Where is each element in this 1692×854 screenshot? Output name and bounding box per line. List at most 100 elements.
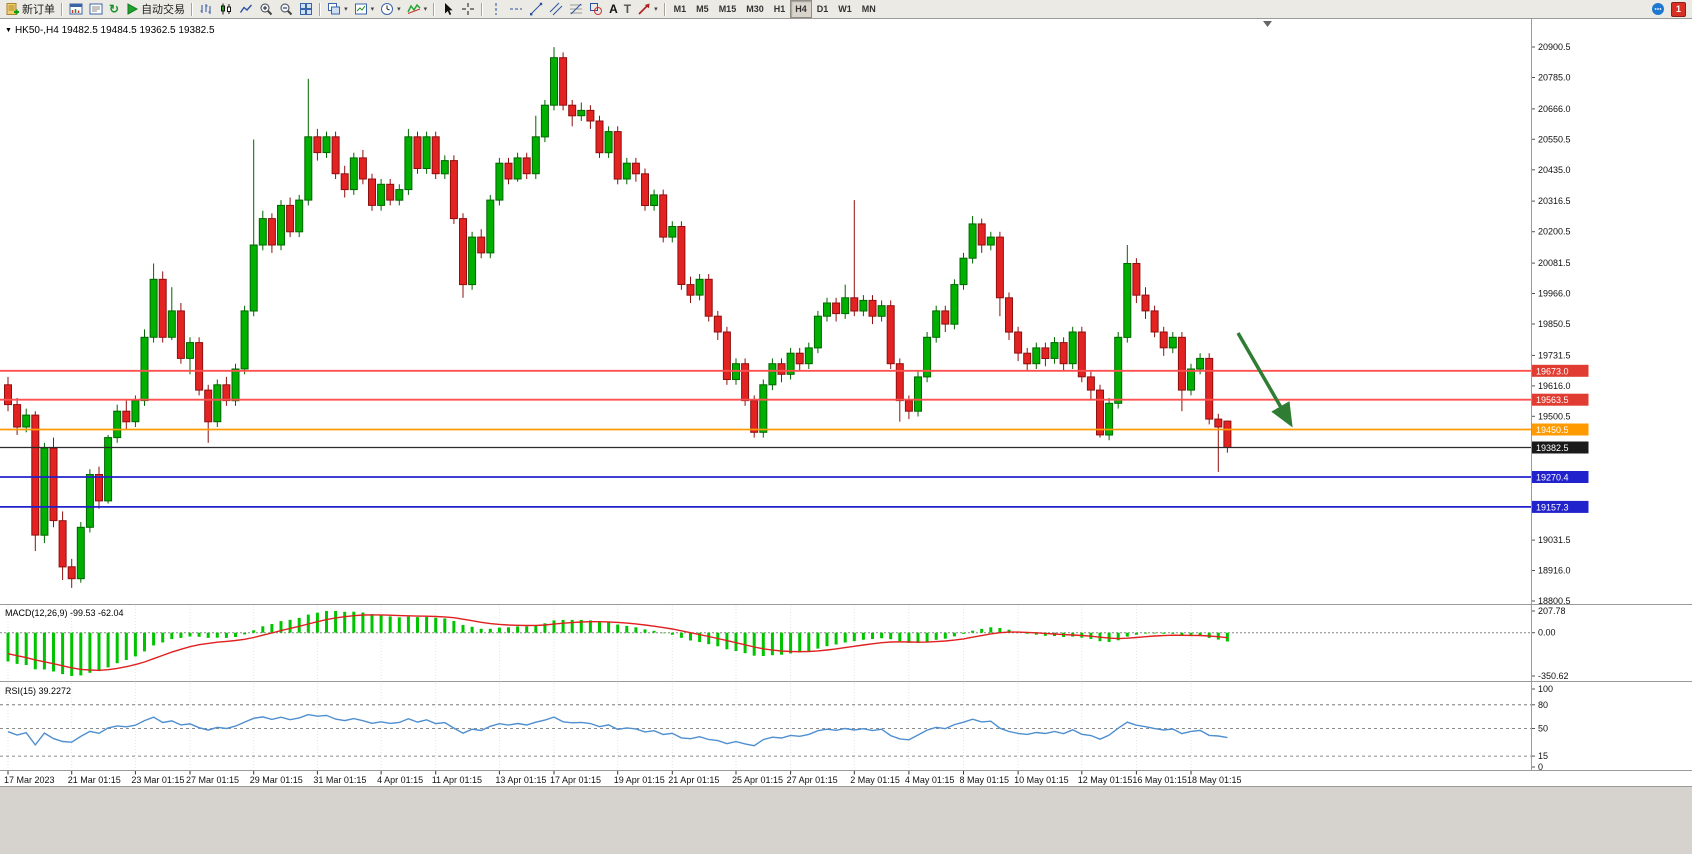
svg-text:21 Apr 01:15: 21 Apr 01:15: [668, 775, 719, 785]
candle: [604, 131, 613, 154]
candle: [986, 236, 995, 246]
refresh-icon: ↻: [109, 1, 120, 16]
hline-19157.3[interactable]: 19157.3: [0, 500, 1589, 513]
macd-label: MACD(12,26,9) -99.53 -62.04: [5, 608, 124, 618]
dropdown-arrow-icon[interactable]: ▾: [370, 6, 375, 13]
svg-text:16 May 01:15: 16 May 01:15: [1132, 775, 1187, 785]
macd-panel[interactable]: 207.78 0.00 -350.62: [0, 606, 1569, 681]
candle: [222, 384, 231, 402]
crosshair-button[interactable]: [458, 0, 478, 18]
candle: [1068, 331, 1077, 365]
play-icon: [125, 2, 139, 16]
candle: [286, 204, 295, 233]
timeframe-mn[interactable]: MN: [861, 4, 876, 14]
chart-menu-arrow-icon[interactable]: ▼: [5, 27, 12, 34]
hline-19450.5[interactable]: 19450.5: [0, 423, 1589, 436]
price-tag-19563.5: 19563.5: [1531, 393, 1589, 406]
toolbar-separator: [663, 2, 666, 16]
candle: [440, 160, 449, 175]
zoom-out-button[interactable]: [276, 0, 296, 18]
market-watch-button[interactable]: [66, 0, 86, 18]
community-button[interactable]: [1648, 0, 1668, 18]
timeframe-w1[interactable]: W1: [838, 4, 852, 14]
timeframe-h4[interactable]: H4: [790, 0, 812, 18]
bar-chart-button[interactable]: [196, 0, 216, 18]
fibonacci-button[interactable]: [566, 0, 586, 18]
timeframe-m30[interactable]: M30: [746, 4, 764, 14]
data-window-button[interactable]: [86, 0, 106, 18]
svg-text:207.78: 207.78: [1538, 606, 1566, 616]
auto-trading-button[interactable]: 自动交易: [122, 0, 188, 18]
candle: [668, 226, 677, 238]
crosshair-icon: [461, 2, 475, 16]
price-tag-19450.5: 19450.5: [1531, 423, 1589, 436]
channel-button[interactable]: [546, 0, 566, 18]
alerts-badge[interactable]: 1: [1671, 1, 1686, 17]
text-label-button[interactable]: T: [621, 0, 634, 18]
candle: [659, 194, 668, 238]
arrows-button[interactable]: ▾: [634, 0, 661, 18]
line-icon: [239, 2, 253, 16]
candle: [1005, 297, 1013, 333]
candle: [868, 299, 877, 317]
line-chart-button[interactable]: [236, 0, 256, 18]
svg-text:19450.5: 19450.5: [1536, 425, 1569, 435]
candle: [131, 400, 140, 423]
shapes-button[interactable]: [586, 0, 606, 18]
zoom-in-button[interactable]: [256, 0, 276, 18]
svg-text:19616.0: 19616.0: [1538, 381, 1571, 391]
dropdown-arrow-icon[interactable]: ▾: [344, 6, 348, 13]
period-button[interactable]: ▾: [377, 0, 404, 18]
candle: [577, 109, 586, 117]
toolbar-right-group: 1: [1648, 0, 1686, 18]
cursor-button[interactable]: [438, 0, 458, 18]
time-axis[interactable]: 17 Mar 2023 21 Mar 01:15 23 Mar 01:15 27 Ma…: [4, 770, 1242, 786]
indicators-button[interactable]: ▾: [404, 0, 431, 18]
timeframe-d1[interactable]: D1: [816, 4, 829, 14]
tile-windows-button[interactable]: [296, 0, 316, 18]
candle: [932, 310, 941, 338]
candle: [650, 194, 659, 206]
candle-chart-button[interactable]: [216, 0, 236, 18]
trendline-button[interactable]: [526, 0, 546, 18]
rsi-panel[interactable]: 100 80 50 150: [0, 684, 1553, 772]
arrange-windows-button[interactable]: ▾: [324, 0, 351, 18]
timeframe-m5[interactable]: M5: [696, 4, 709, 14]
svg-text:80: 80: [1538, 700, 1548, 710]
candle: [1141, 294, 1150, 312]
candle: [468, 236, 477, 286]
candle: [1041, 347, 1050, 359]
dropdown-arrow-icon[interactable]: ▾: [654, 6, 658, 13]
hline-19382.5[interactable]: 19382.5: [0, 441, 1589, 454]
chart-shift-marker[interactable]: [1263, 21, 1272, 27]
price-axis[interactable]: 20900.5 20785.0 20666.0 20550.5 20435.0 20316…: [1531, 42, 1571, 606]
candle: [1014, 331, 1023, 354]
price-tag-19157.3: 19157.3: [1531, 500, 1589, 513]
candle: [540, 104, 549, 138]
hline-19270.4[interactable]: 19270.4: [0, 471, 1589, 483]
candle: [1159, 331, 1168, 349]
svg-text:18916.0: 18916.0: [1538, 566, 1571, 576]
new-chart-button[interactable]: ▾: [351, 0, 378, 18]
horizontal-line-button[interactable]: [506, 0, 526, 18]
candle: [1032, 347, 1041, 365]
candle: [249, 244, 258, 312]
candle: [422, 136, 431, 170]
hline-19673.0[interactable]: 19673.0: [0, 364, 1589, 377]
new-order-button[interactable]: 新订单: [3, 0, 58, 18]
dropdown-arrow-icon[interactable]: ▾: [423, 6, 428, 13]
text-button[interactable]: A: [606, 0, 621, 18]
dropdown-arrow-icon[interactable]: ▾: [397, 6, 401, 13]
arrow-annotation[interactable]: [1236, 332, 1293, 428]
candle: [904, 400, 913, 412]
svg-text:27 Apr 01:15: 27 Apr 01:15: [787, 775, 838, 785]
timeframe-h1[interactable]: H1: [773, 4, 786, 14]
svg-text:19157.3: 19157.3: [1536, 502, 1569, 512]
timeframe-m15[interactable]: M15: [718, 4, 737, 14]
candle: [1205, 357, 1214, 420]
vertical-line-button[interactable]: [486, 0, 506, 18]
timeframe-m1[interactable]: M1: [673, 4, 687, 14]
refresh-button[interactable]: ↻: [106, 0, 122, 18]
candle: [1196, 357, 1205, 370]
